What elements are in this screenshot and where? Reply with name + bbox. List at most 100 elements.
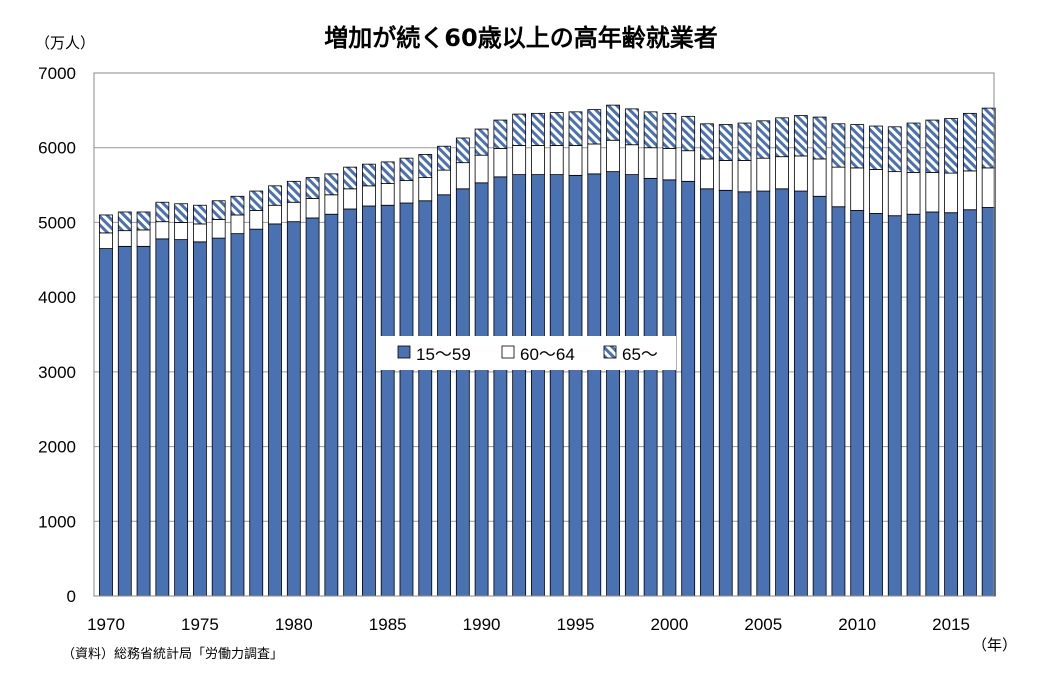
bar-segment-1-2017 [981, 167, 996, 208]
bar-segment-2-2002 [700, 123, 714, 160]
bar-segment-0-1992 [512, 174, 527, 597]
bar-segment-2-1985 [380, 161, 395, 184]
bar-segment-0-1970 [99, 248, 113, 597]
bar-segment-2-1987 [418, 154, 433, 178]
bar-segment-1-1991 [493, 148, 508, 178]
bar-segment-0-1976 [211, 237, 226, 597]
bar-segment-2-2007 [793, 115, 808, 157]
bar-segment-2-1990 [474, 128, 489, 156]
bar-segment-0-1975 [192, 241, 207, 597]
x-tick-label: 2005 [744, 615, 782, 634]
bar-segment-2-2003 [718, 124, 733, 161]
bar-segment-1-2009 [831, 166, 846, 208]
x-tick-label: 1980 [275, 615, 313, 634]
bar-segment-0-1988 [437, 194, 451, 597]
legend-swatch-65-plus [603, 345, 617, 359]
legend-label-15-59: 15～59 [416, 345, 471, 364]
bar-segment-1-2005 [756, 157, 771, 192]
bar-segment-1-2010 [850, 167, 865, 211]
legend-box [378, 336, 676, 370]
bar-segment-0-1986 [399, 202, 414, 597]
bar-segment-0-1997 [606, 171, 620, 597]
legend-label-65-plus: 65～ [622, 345, 658, 364]
bar-segment-2-2001 [681, 115, 696, 152]
bar-segment-1-1973 [155, 221, 170, 240]
bar-segment-0-2012 [887, 215, 902, 597]
bar-segment-1-2000 [662, 148, 677, 181]
x-tick-label: 1990 [463, 615, 501, 634]
bar-segment-0-2007 [793, 190, 808, 597]
bar-segment-0-2001 [681, 180, 696, 597]
y-axis-unit: （万人） [35, 34, 95, 52]
bar-segment-1-1981 [305, 198, 320, 219]
bar-segment-1-2012 [887, 171, 902, 217]
bar-segment-2-1983 [343, 166, 358, 190]
y-tick-label: 6000 [38, 139, 76, 158]
bar-segment-1-1989 [455, 162, 470, 190]
bar-segment-1-1975 [192, 223, 207, 243]
bar-segment-2-1980 [286, 180, 301, 203]
bar-segment-0-1983 [343, 208, 358, 597]
bar-segment-1-1987 [418, 177, 433, 202]
bar-segment-2-1970 [99, 214, 113, 234]
bar-segment-2-1974 [174, 203, 189, 223]
bar-segment-1-1993 [531, 145, 545, 176]
bar-segment-1-2016 [962, 170, 977, 211]
bar-segment-2-2017 [981, 107, 996, 169]
bar-segment-2-1984 [362, 163, 376, 187]
bar-segment-1-2011 [869, 168, 883, 214]
bar-segment-2-2008 [812, 116, 827, 160]
bar-segment-0-2010 [850, 210, 865, 597]
legend-label-60-64: 60～64 [520, 345, 575, 364]
bar-segment-2-1972 [136, 211, 151, 231]
bar-segment-1-2008 [812, 158, 827, 197]
bar-segment-1-1998 [624, 144, 639, 176]
y-tick-label: 0 [67, 587, 76, 606]
x-tick-label: 2000 [650, 615, 688, 634]
y-tick-labels: 0 1000 2000 3000 4000 5000 6000 7000 [38, 64, 76, 606]
chart-title: 増加が続く60歳以上の高年齢就業者 [324, 24, 717, 52]
bar-segment-0-2004 [737, 191, 752, 597]
bar-segment-0-1998 [624, 174, 639, 597]
legend-swatch-15-59 [397, 345, 411, 359]
bar-segment-2-2012 [887, 126, 902, 173]
bar-segment-1-1972 [136, 229, 151, 247]
bar-segment-2-2009 [831, 123, 846, 168]
bar-segment-0-2002 [700, 188, 714, 597]
bar-segment-2-1992 [512, 113, 527, 146]
bar-segment-0-1971 [117, 245, 132, 597]
bar-segment-2-1977 [230, 195, 245, 216]
bar-segment-2-2000 [662, 112, 677, 149]
bar-segment-2-1997 [606, 104, 620, 141]
bar-segment-2-1971 [117, 211, 132, 232]
bar-segment-0-1978 [249, 228, 264, 597]
y-tick-label: 3000 [38, 363, 76, 382]
y-tick-label: 5000 [38, 213, 76, 232]
bar-segment-2-1986 [399, 157, 414, 181]
bar-segment-2-1999 [643, 111, 658, 149]
bar-segment-0-2003 [718, 189, 733, 597]
bar-segment-1-1984 [362, 185, 376, 207]
legend: 15～59 60～64 65～ [378, 336, 676, 370]
bar-segment-2-2011 [869, 125, 883, 170]
bar-segment-1-1988 [437, 169, 451, 196]
bar-segment-2-1979 [268, 185, 282, 206]
bar-segment-2-1998 [624, 108, 639, 146]
bar-segment-0-1980 [286, 221, 301, 597]
bar-segment-1-1978 [249, 210, 264, 230]
bar-segment-2-1982 [324, 173, 339, 196]
bar-segment-0-1989 [455, 188, 470, 597]
bar-segment-1-1995 [568, 145, 583, 176]
bar-segment-0-1977 [230, 233, 245, 597]
bar-segment-1-1999 [643, 147, 658, 179]
bar-segment-1-1990 [474, 154, 489, 184]
bar-segment-1-1974 [174, 222, 189, 241]
bar-segment-0-2013 [906, 213, 921, 597]
bar-segment-0-2005 [756, 190, 771, 597]
bar-segment-2-1975 [192, 204, 207, 225]
bar-segment-1-1983 [343, 188, 358, 210]
bar-segment-2-2013 [906, 122, 921, 173]
bar-segment-0-2015 [944, 212, 958, 597]
source-note: （資料）総務省統計局「労働力調査」 [62, 646, 283, 662]
